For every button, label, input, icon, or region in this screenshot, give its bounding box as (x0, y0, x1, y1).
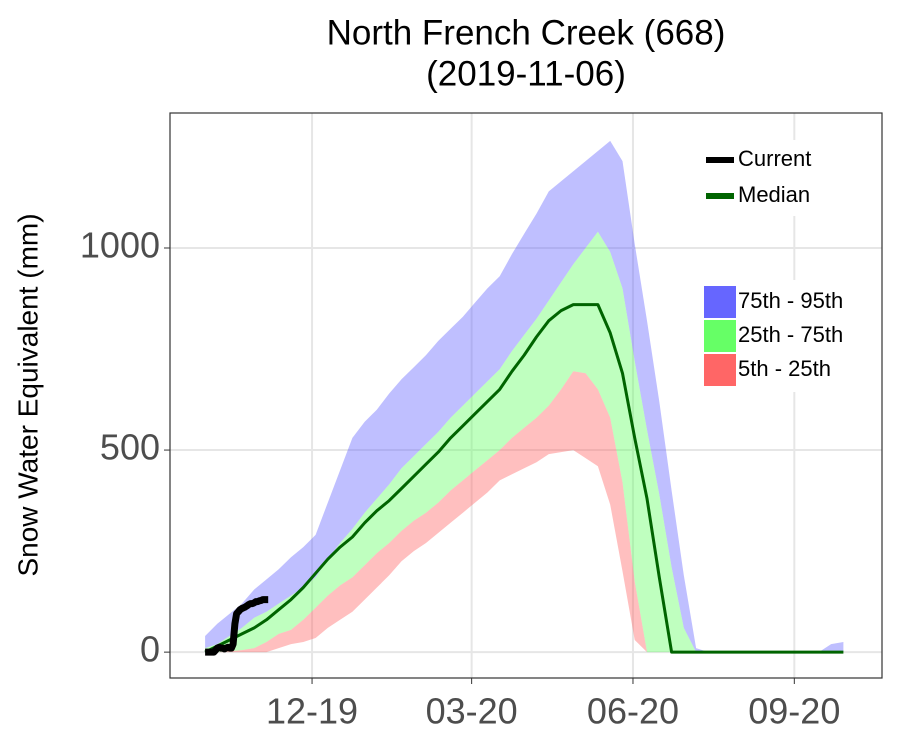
legend-label: 75th - 95th (738, 288, 843, 313)
legend-label: 25th - 75th (738, 322, 843, 347)
legend-label: Median (738, 182, 810, 207)
panel-border (169, 112, 883, 679)
legend: Current Median 75th - 95th 25th - 75th 5th -… (700, 140, 866, 392)
legend-label: Current (738, 146, 811, 171)
y-tick-label: 1000 (80, 225, 160, 266)
legend-swatch (704, 320, 736, 352)
percentile-band (205, 140, 844, 653)
x-tick-label: 09-20 (748, 691, 840, 732)
chart-title: North French Creek (668) (327, 13, 726, 52)
axes: 0 500 1000 12-19 03-20 06-20 09-20 (80, 225, 840, 732)
percentile-band (205, 231, 844, 653)
series-line (204, 303, 844, 654)
series-line (203, 596, 270, 656)
legend-label: 5th - 25th (738, 356, 831, 381)
percentile-band (205, 371, 844, 653)
chart-subtitle: (2019-11-06) (426, 54, 626, 93)
y-tick-label: 0 (140, 629, 160, 670)
x-tick-label: 03-20 (426, 691, 518, 732)
y-tick-label: 500 (100, 427, 160, 468)
legend-box (700, 140, 832, 216)
legend-swatch (704, 354, 736, 386)
plot-area (203, 140, 844, 656)
x-tick-label: 06-20 (587, 691, 679, 732)
x-tick-label: 12-19 (266, 691, 358, 732)
legend-swatch (704, 286, 736, 318)
y-axis-label: Snow Water Equivalent (mm) (12, 213, 43, 576)
grid (170, 113, 882, 678)
